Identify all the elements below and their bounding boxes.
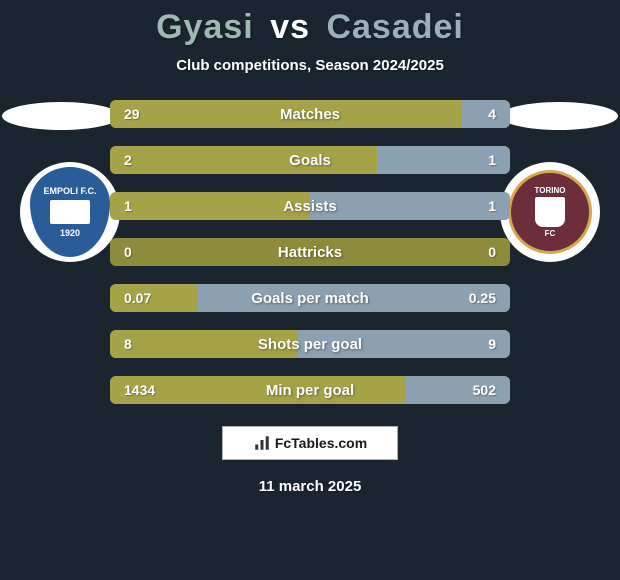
ellipse-right bbox=[500, 102, 618, 130]
stat-value-right: 4 bbox=[488, 106, 496, 122]
date-text: 11 march 2025 bbox=[0, 478, 620, 495]
crest-left-building-icon bbox=[50, 200, 90, 224]
title-player2: Casadei bbox=[326, 8, 463, 46]
title-vs: vs bbox=[270, 8, 310, 46]
stat-row: 1434 502 Min per goal bbox=[110, 376, 510, 404]
stat-label: Assists bbox=[283, 198, 336, 215]
stat-value-left: 0.07 bbox=[124, 290, 151, 306]
crest-right-top: TORINO bbox=[535, 186, 566, 195]
bars-container: 29 4 Matches 2 1 Goals 1 1 Assists 0 0 Hattricks 0.0… bbox=[110, 92, 510, 404]
title-player1: Gyasi bbox=[156, 8, 254, 46]
crest-right-bull-icon bbox=[535, 197, 565, 227]
crest-right-inner: TORINO FC bbox=[508, 170, 592, 254]
stat-row: 0.07 0.25 Goals per match bbox=[110, 284, 510, 312]
stat-label: Matches bbox=[280, 106, 340, 123]
stat-label: Min per goal bbox=[266, 382, 354, 399]
main-area: EMPOLI F.C. 1920 TORINO FC 29 4 Matches 2 1 G… bbox=[0, 92, 620, 495]
crest-left-inner: EMPOLI F.C. 1920 bbox=[30, 167, 110, 257]
stat-value-right: 9 bbox=[488, 336, 496, 352]
stat-value-right: 502 bbox=[473, 382, 496, 398]
page-title: Gyasi vs Casadei bbox=[0, 8, 620, 47]
fctables-badge: FcTables.com bbox=[222, 426, 398, 460]
stat-value-right: 0 bbox=[488, 244, 496, 260]
crest-left-year: 1920 bbox=[60, 228, 80, 238]
crest-right: TORINO FC bbox=[500, 162, 600, 262]
fctables-label: FcTables.com bbox=[275, 435, 367, 451]
stat-label: Shots per goal bbox=[258, 336, 362, 353]
bar-fill-left bbox=[110, 192, 310, 220]
stat-value-right: 1 bbox=[488, 152, 496, 168]
stat-label: Hattricks bbox=[278, 244, 342, 261]
stat-value-left: 0 bbox=[124, 244, 132, 260]
stat-row: 1 1 Assists bbox=[110, 192, 510, 220]
subtitle: Club competitions, Season 2024/2025 bbox=[0, 57, 620, 74]
stat-value-right: 1 bbox=[488, 198, 496, 214]
stat-row: 29 4 Matches bbox=[110, 100, 510, 128]
stat-value-left: 2 bbox=[124, 152, 132, 168]
crest-right-fc: FC bbox=[545, 229, 556, 238]
stat-row: 0 0 Hattricks bbox=[110, 238, 510, 266]
crest-left-top: EMPOLI F.C. bbox=[43, 186, 96, 196]
stat-label: Goals bbox=[289, 152, 331, 169]
stat-value-left: 29 bbox=[124, 106, 140, 122]
stat-row: 2 1 Goals bbox=[110, 146, 510, 174]
stat-row: 8 9 Shots per goal bbox=[110, 330, 510, 358]
stat-value-left: 1434 bbox=[124, 382, 155, 398]
stat-value-right: 0.25 bbox=[469, 290, 496, 306]
title-container: Gyasi vs Casadei bbox=[0, 0, 620, 47]
bar-fill-left bbox=[110, 146, 377, 174]
stat-value-left: 8 bbox=[124, 336, 132, 352]
chart-icon bbox=[253, 434, 271, 452]
stat-value-left: 1 bbox=[124, 198, 132, 214]
bar-fill-right bbox=[310, 192, 510, 220]
stat-label: Goals per match bbox=[251, 290, 369, 307]
bar-fill-right bbox=[462, 100, 510, 128]
crest-left: EMPOLI F.C. 1920 bbox=[20, 162, 120, 262]
ellipse-left bbox=[2, 102, 120, 130]
